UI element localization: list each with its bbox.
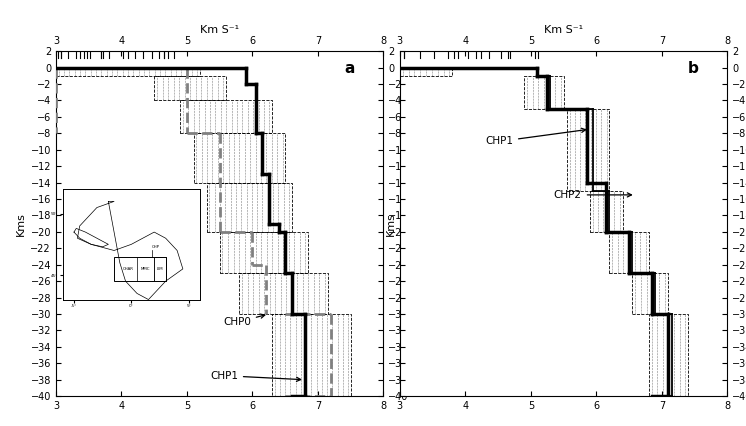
Bar bbox=[56, 68, 200, 76]
Text: CHP1: CHP1 bbox=[210, 371, 301, 381]
Bar bbox=[193, 133, 285, 183]
Text: CHP1: CHP1 bbox=[485, 128, 586, 147]
Bar bbox=[400, 68, 452, 76]
Text: CHP2: CHP2 bbox=[554, 190, 631, 200]
Text: a: a bbox=[344, 61, 354, 77]
Bar bbox=[649, 314, 688, 396]
Bar bbox=[567, 109, 609, 191]
Bar bbox=[181, 101, 272, 133]
Bar bbox=[524, 76, 563, 109]
Bar bbox=[207, 183, 292, 232]
Text: CHP0: CHP0 bbox=[223, 314, 265, 327]
Y-axis label: Kms: Kms bbox=[386, 212, 395, 236]
Y-axis label: Kms: Kms bbox=[16, 212, 26, 236]
Bar bbox=[609, 232, 649, 273]
Text: b: b bbox=[688, 61, 699, 77]
Bar bbox=[272, 314, 351, 396]
X-axis label: Km S⁻¹: Km S⁻¹ bbox=[200, 26, 239, 35]
X-axis label: Km S⁻¹: Km S⁻¹ bbox=[544, 26, 583, 35]
Bar bbox=[239, 273, 327, 314]
Bar bbox=[633, 273, 668, 314]
Bar bbox=[154, 76, 226, 101]
Bar bbox=[590, 191, 623, 232]
Bar bbox=[220, 232, 308, 273]
